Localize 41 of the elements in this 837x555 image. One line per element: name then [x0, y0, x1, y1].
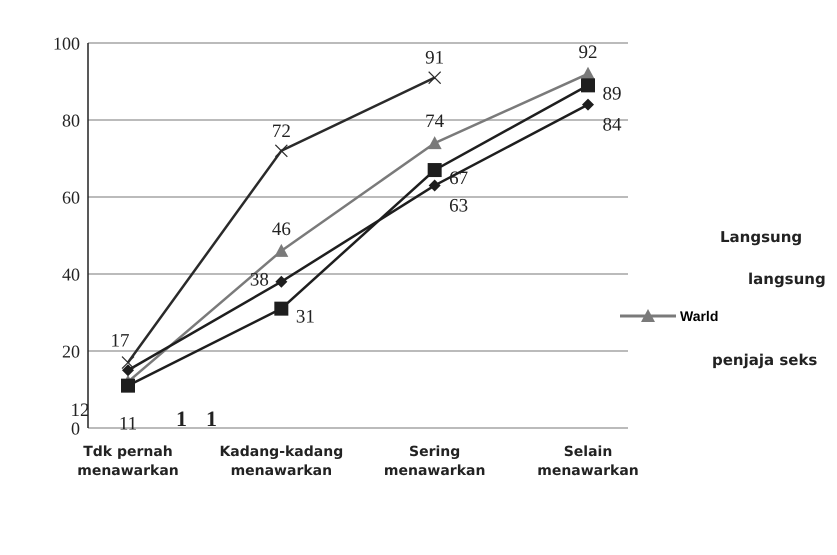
- data-label: 38: [250, 270, 269, 291]
- annotation: 1: [206, 406, 217, 432]
- point: [428, 136, 442, 150]
- point: [581, 78, 595, 92]
- data-label: 89: [602, 83, 622, 104]
- data-label: 63: [449, 195, 468, 216]
- point: [274, 144, 288, 158]
- point: [428, 163, 442, 178]
- data-label: 92: [578, 42, 598, 63]
- x-tick-label: Selain menawarkan: [537, 444, 639, 479]
- y-tick-label: 0: [71, 418, 80, 438]
- y-tick-label: 40: [62, 264, 80, 284]
- point: [121, 378, 135, 393]
- x-tick-label: Tdk pernah menawarkan: [77, 444, 179, 479]
- data-label: 46: [272, 218, 291, 240]
- point: [121, 356, 135, 370]
- text: langsung: [748, 270, 826, 288]
- annotation: 1: [176, 406, 187, 432]
- data-label: 91: [425, 48, 444, 69]
- y-tick-label: 20: [62, 341, 80, 362]
- data-label: 17: [110, 330, 130, 352]
- text: penjaja seks: [712, 351, 818, 369]
- point: [122, 364, 134, 376]
- x-tick-label: Kadang-kadang menawarkan: [219, 444, 344, 479]
- text: Langsung: [720, 228, 802, 246]
- x-tick-label: Sering menawarkan: [384, 444, 486, 479]
- data-label: 72: [272, 120, 291, 142]
- data-label: 31: [296, 306, 315, 328]
- y-tick-label: 100: [53, 33, 80, 54]
- data-label: 11: [118, 414, 138, 435]
- point: [582, 98, 594, 111]
- point: [428, 179, 441, 192]
- point: [428, 71, 442, 84]
- point: [274, 244, 288, 257]
- point: [275, 276, 288, 288]
- data-label: 84: [602, 114, 622, 136]
- y-tick-label: 80: [62, 110, 80, 130]
- y-tick-label: 60: [62, 187, 80, 208]
- data-label: 74: [425, 111, 445, 132]
- point: [274, 302, 288, 316]
- legend-label: Warld: [680, 308, 718, 324]
